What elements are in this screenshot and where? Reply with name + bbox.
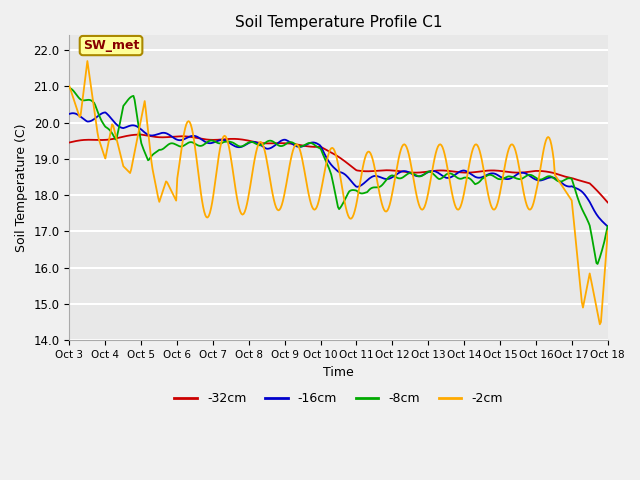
X-axis label: Time: Time — [323, 366, 354, 379]
Y-axis label: Soil Temperature (C): Soil Temperature (C) — [15, 124, 28, 252]
Text: SW_met: SW_met — [83, 39, 140, 52]
Legend: -32cm, -16cm, -8cm, -2cm: -32cm, -16cm, -8cm, -2cm — [170, 387, 508, 410]
Title: Soil Temperature Profile C1: Soil Temperature Profile C1 — [235, 15, 442, 30]
